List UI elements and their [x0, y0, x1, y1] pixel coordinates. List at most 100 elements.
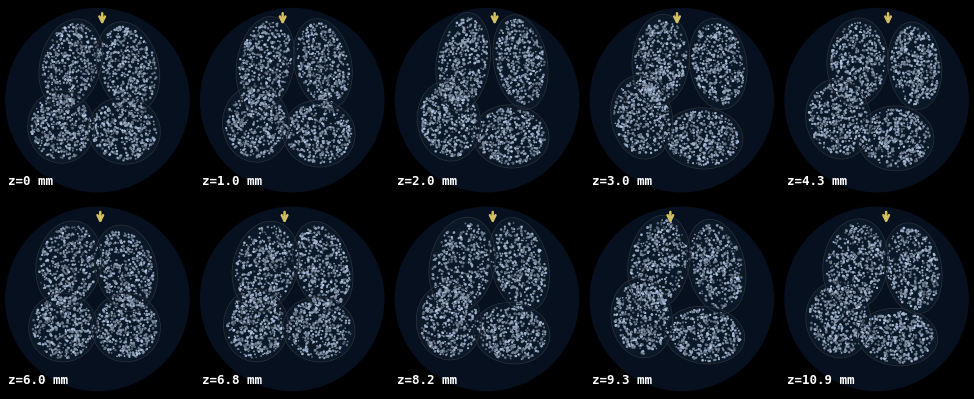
Point — [131, 103, 147, 110]
Point — [249, 112, 265, 119]
Point — [32, 318, 48, 324]
Point — [874, 344, 889, 351]
Point — [505, 37, 520, 43]
Point — [56, 99, 71, 106]
Point — [34, 115, 50, 121]
Point — [87, 241, 102, 247]
Point — [852, 105, 868, 111]
Point — [453, 138, 468, 145]
Point — [124, 337, 139, 343]
Point — [327, 343, 343, 350]
Point — [906, 57, 921, 63]
Point — [331, 306, 347, 312]
Point — [530, 55, 545, 61]
Point — [458, 127, 473, 134]
Point — [46, 92, 61, 98]
Point — [40, 96, 56, 102]
Point — [699, 61, 715, 67]
Point — [841, 282, 856, 288]
Point — [533, 320, 548, 326]
Point — [913, 297, 928, 303]
Point — [258, 102, 274, 108]
Point — [62, 34, 78, 40]
Point — [657, 256, 673, 263]
Point — [828, 280, 843, 287]
Point — [89, 128, 104, 134]
Point — [249, 319, 265, 326]
Point — [897, 294, 913, 300]
Point — [63, 22, 79, 28]
Point — [720, 124, 735, 130]
Point — [826, 76, 842, 83]
Point — [302, 300, 318, 306]
Point — [332, 120, 348, 126]
Point — [431, 87, 447, 93]
Point — [62, 67, 78, 73]
Point — [288, 139, 304, 145]
Point — [444, 99, 460, 106]
Point — [895, 133, 911, 140]
Point — [320, 290, 336, 296]
Point — [53, 272, 68, 279]
Point — [698, 129, 714, 135]
Point — [88, 124, 103, 131]
Point — [460, 332, 475, 339]
Point — [699, 284, 715, 290]
Point — [490, 153, 506, 159]
Point — [645, 42, 660, 49]
Point — [451, 296, 467, 302]
Point — [670, 246, 686, 252]
Point — [450, 68, 466, 75]
Point — [281, 63, 296, 70]
Point — [844, 337, 860, 343]
Point — [445, 338, 461, 344]
Point — [897, 59, 913, 65]
Point — [698, 257, 714, 263]
Point — [253, 296, 269, 302]
Point — [867, 36, 882, 42]
Point — [824, 94, 840, 101]
Point — [447, 67, 463, 73]
Point — [506, 337, 521, 344]
Point — [58, 28, 74, 35]
Point — [634, 323, 650, 330]
Point — [871, 251, 886, 257]
Point — [627, 140, 643, 147]
Point — [256, 326, 272, 332]
Point — [326, 45, 342, 52]
Point — [102, 338, 118, 344]
Point — [66, 54, 82, 61]
Point — [41, 327, 56, 334]
Point — [733, 70, 749, 76]
Point — [889, 49, 905, 55]
Point — [630, 122, 646, 128]
Point — [96, 115, 112, 121]
Point — [423, 106, 438, 113]
Point — [56, 133, 71, 139]
Point — [891, 130, 907, 136]
Point — [704, 154, 720, 160]
Point — [645, 273, 660, 280]
Point — [616, 322, 631, 328]
Point — [862, 30, 878, 36]
Point — [458, 39, 473, 45]
Point — [651, 290, 666, 297]
Point — [608, 322, 623, 328]
Point — [616, 90, 631, 96]
Point — [295, 334, 311, 340]
Point — [105, 336, 121, 342]
Point — [609, 312, 624, 318]
Point — [611, 119, 626, 125]
Point — [265, 259, 281, 265]
Point — [45, 351, 60, 357]
Point — [922, 249, 938, 255]
Point — [436, 346, 452, 352]
Point — [122, 77, 137, 83]
Point — [256, 133, 272, 139]
Point — [931, 271, 947, 277]
Point — [131, 116, 147, 122]
Point — [322, 306, 338, 313]
Point — [457, 341, 472, 347]
Point — [694, 33, 710, 39]
Point — [858, 250, 874, 256]
